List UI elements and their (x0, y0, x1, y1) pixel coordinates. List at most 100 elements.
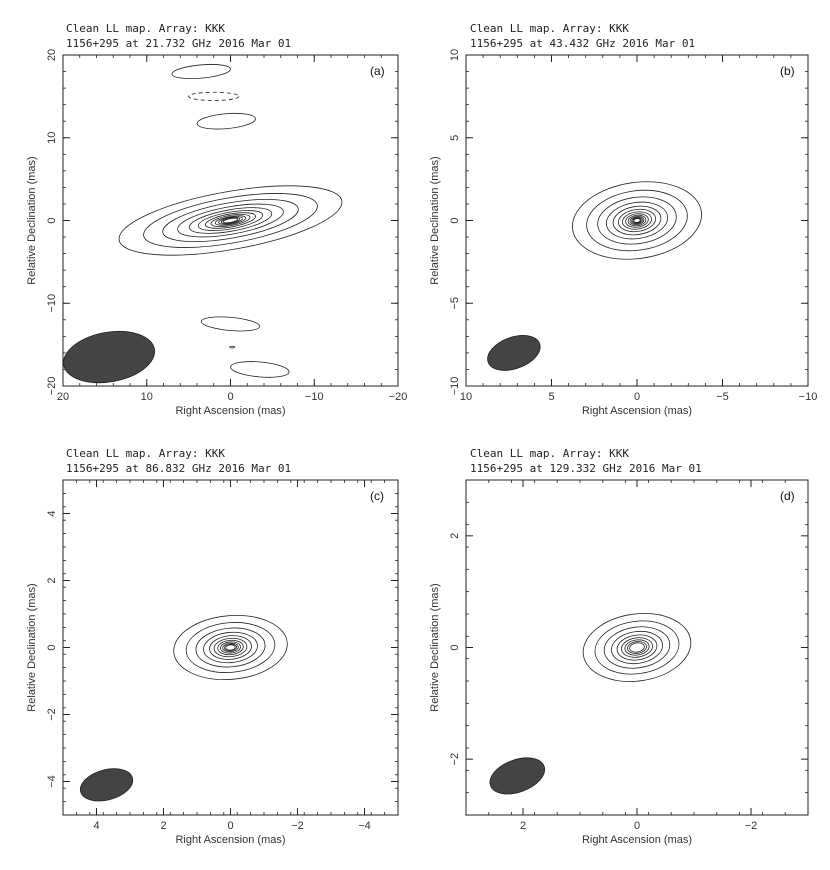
panel-a-x-tick-label: 0 (227, 391, 233, 403)
panel-d-core-contour (624, 639, 650, 656)
panel-a-core-contour (220, 217, 241, 224)
panel-b-y-tick-label: 5 (449, 135, 461, 141)
panel-a-x-tick-label: −10 (305, 391, 324, 403)
panel-b-y-tick-label: −10 (449, 377, 461, 396)
panel-a-y-ticks: 20 10 0 −10 −20 (46, 49, 398, 395)
panel-c-core-contour (217, 639, 244, 656)
panel-c-core-contour (220, 641, 241, 654)
panel-a-component-contour (196, 112, 256, 130)
panel-b-core-contour (632, 217, 642, 224)
panel-b-y-tick-label: 0 (449, 217, 461, 223)
panel-a-beam-ellipse (63, 330, 156, 384)
panel-c-core-contour (185, 622, 276, 673)
panel-b-core-contour (631, 216, 643, 225)
panel-d: Clean LL map. Array: KKK 1156+295 at 129… (429, 447, 809, 846)
panel-c-y-tick-label: 0 (46, 644, 58, 650)
panel-a-contours (63, 64, 343, 384)
panel-d-core-contour (627, 641, 647, 654)
panel-c-x-tick-label: 2 (160, 820, 166, 832)
panel-d-core-contour (603, 626, 671, 669)
panel-d-x-tick-label: 0 (634, 820, 640, 832)
panel-c-header-line1: Clean LL map. Array: KKK (66, 447, 225, 460)
panel-c-core-contour (203, 631, 258, 664)
panel-c-core-contour (213, 637, 248, 658)
panel-b-x-ticks: 10 5 0 −5 −10 (460, 55, 817, 403)
panel-c-x-tick-label: −2 (291, 820, 304, 832)
panel-a-core-contour (210, 214, 251, 227)
panel-a-component-contour (171, 64, 231, 80)
panel-b-header-line1: Clean LL map. Array: KKK (470, 22, 629, 35)
panel-b-header-line2: 1156+295 at 43.432 GHz 2016 Mar 01 (470, 37, 695, 50)
panel-b: Clean LL map. Array: KKK 1156+295 at 43.… (429, 22, 817, 417)
panel-d-x-ticks: 2 0 −2 (465, 480, 809, 832)
panel-d-beam-ellipse (489, 757, 546, 795)
panel-b-core-contour (622, 211, 652, 230)
panel-a-core-contour (218, 216, 243, 225)
panel-c-x-ticks: 4 2 0 −2 −4 (62, 480, 399, 832)
panel-b-core-contour (627, 214, 647, 227)
panel-c-header-line2: 1156+295 at 86.832 GHz 2016 Mar 01 (66, 462, 291, 475)
panel-c-y-tick-label: −2 (46, 708, 58, 721)
panel-b-x-tick-label: 0 (634, 391, 640, 403)
panel-c-frame (62, 479, 399, 816)
panel-d-core-contour (621, 637, 653, 658)
panel-c-contours (79, 615, 288, 802)
panel-c-y-ticks: 4 2 0 −2 −4 (46, 479, 398, 816)
panel-a-y-tick-label: 0 (46, 217, 58, 223)
panel-d-core-contour (594, 620, 680, 675)
panel-d-core-contour (629, 642, 645, 653)
panel-a-component-contour (188, 91, 240, 101)
panel-c-y-tick-label: 2 (46, 577, 58, 583)
panel-a-xlabel: Right Ascension (mas) (175, 405, 285, 417)
panel-a-y-tick-label: −10 (46, 294, 58, 313)
panel-a: Clean LL map. Array: KKK 1156+295 at 21.… (26, 22, 407, 417)
panel-b-x-tick-label: 10 (460, 391, 472, 403)
panel-a-component-contour (200, 316, 261, 332)
panel-d-core-contour (611, 630, 663, 665)
panel-c-core-contour (209, 635, 252, 660)
panel-a-core-contour (222, 217, 239, 224)
panel-c-ylabel: Relative Declination (mas) (26, 583, 38, 711)
panel-d-contours (489, 613, 692, 795)
panel-a-core-contour (197, 210, 264, 231)
panel-d-y-tick-label: −2 (449, 753, 461, 766)
panel-b-y-tick-label: −5 (449, 297, 461, 310)
panel-d-xlabel: Right Ascension (mas) (582, 834, 692, 846)
panel-a-component-contour (230, 361, 290, 378)
panel-a-ylabel: Relative Declination (mas) (26, 156, 38, 284)
panel-b-core-contour (605, 201, 669, 240)
panel-c-core-contour (195, 627, 266, 668)
panel-b-x-tick-label: −5 (716, 391, 729, 403)
panel-d-header-line2: 1156+295 at 129.332 GHz 2016 Mar 01 (470, 462, 702, 475)
panel-c-xlabel: Right Ascension (mas) (175, 834, 285, 846)
panel-c-beam-ellipse (79, 768, 134, 802)
panel-a-component-contour (229, 345, 236, 349)
panel-a-header-line2: 1156+295 at 21.732 GHz 2016 Mar 01 (66, 37, 291, 50)
panel-d-y-tick-label: 0 (449, 644, 461, 650)
panel-a-x-tick-label: 10 (141, 391, 153, 403)
panel-c-core-contour (224, 643, 237, 652)
panel-b-contours (487, 181, 702, 371)
panel-a-core-contour (162, 199, 299, 242)
panel-d-y-tick-label: 2 (449, 533, 461, 539)
panel-b-xlabel: Right Ascension (mas) (582, 405, 692, 417)
panel-b-x-tick-label: 5 (548, 391, 554, 403)
panel-a-header-line1: Clean LL map. Array: KKK (66, 22, 225, 35)
panel-a-core-contour (188, 207, 273, 234)
panel-c-x-tick-label: −4 (358, 820, 371, 832)
panel-c-y-tick-label: 4 (46, 510, 58, 516)
panel-d-core-contour (616, 634, 658, 661)
panel-c-label: (c) (370, 489, 384, 503)
panel-c-x-tick-label: 4 (93, 820, 99, 832)
panel-c-core-contour (173, 615, 288, 680)
panel-b-core-contour (617, 208, 657, 233)
panel-a-label: (a) (370, 64, 385, 78)
panel-c-y-tick-label: −4 (46, 775, 58, 788)
panel-b-ylabel: Relative Declination (mas) (429, 156, 441, 284)
panel-d-header-line1: Clean LL map. Array: KKK (470, 447, 629, 460)
panel-a-core-contour (143, 193, 318, 248)
panel-b-core-contour (625, 213, 649, 228)
panel-c-x-tick-label: 0 (227, 820, 233, 832)
panel-b-core-contour (633, 218, 641, 223)
